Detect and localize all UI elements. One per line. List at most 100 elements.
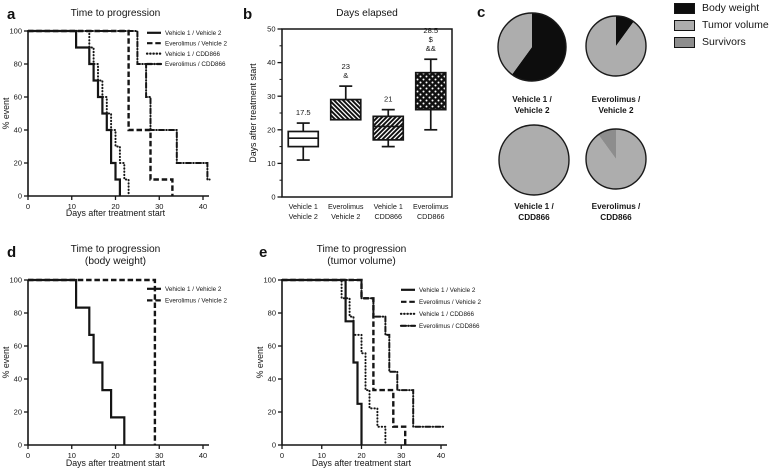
svg-text:60: 60 [14,342,22,351]
svg-text:100: 100 [9,276,22,285]
svg-text:100: 100 [263,276,276,285]
category-label: CDD866 [374,212,402,221]
pie-label: Everolimus / [592,202,641,211]
pie-label: Everolimus / [592,95,641,104]
svg-text:40: 40 [267,58,275,67]
svg-text:30: 30 [267,92,275,101]
svg-text:100: 100 [9,27,22,36]
svg-text:30: 30 [397,451,405,460]
svg-text:10: 10 [68,451,76,460]
chart-title: Time to progression [317,244,407,255]
svg-text:0: 0 [18,441,22,450]
box-annotation: 17.5 [296,108,311,117]
svg-text:80: 80 [14,309,22,318]
legend-label: Vehicle 1 / CDD866 [419,311,474,318]
y-axis-label: % event [1,346,11,378]
svg-text:0: 0 [26,451,30,460]
legend-label: Everolimus / CDD866 [419,323,480,330]
pie-slice [585,16,646,76]
chart-title: Time to progression [71,244,161,255]
svg-text:30: 30 [155,451,163,460]
pie-slice [499,125,569,195]
svg-text:40: 40 [14,375,22,384]
pie-label: Vehicle 2 [514,106,549,115]
svg-text:20: 20 [357,451,365,460]
y-axis-label: % event [255,346,265,378]
pie-slice [616,16,634,46]
svg-text:60: 60 [14,93,22,102]
km-series [282,278,407,445]
pie-charts-group: Vehicle 1 / Vehicle 2 Everolimus / Vehicle … [497,12,647,222]
km-series [27,30,211,181]
svg-text:80: 80 [14,60,22,69]
box [372,115,405,141]
legend-label: Vehicle 1 / CDD866 [165,51,220,58]
category-label: Vehicle 2 [289,212,318,221]
panel-label-d: d [7,244,17,261]
chart-title: Days elapsed [336,8,398,19]
km-chart-time-to-progression: Time to progression 0 10 20 30 40 0 20 40 60 80 100… [1,8,227,218]
svg-text:0: 0 [280,451,284,460]
box-annotation: $ [429,35,434,44]
svg-text:80: 80 [268,309,276,318]
y-axis-label: Days after treatment start [248,63,258,163]
svg-text:40: 40 [268,375,276,384]
legend-swatch-icon [674,36,695,48]
chart-title: (body weight) [85,256,146,267]
category-label: Vehicle 2 [331,212,360,221]
km-series [28,278,157,445]
box-annotation: 21 [384,95,392,104]
svg-text:0: 0 [272,441,276,450]
legend-label: Vehicle 1 / Vehicle 2 [165,286,222,293]
boxplot-days-elapsed: Days elapsed 0 10 20 30 40 50 Days after treatm… [248,8,453,221]
legend-swatch-icon [674,19,695,31]
category-label: Everolimus [413,202,449,211]
category-label: CDD866 [417,212,445,221]
box [414,71,447,111]
legend-label: Everolimus / Vehicle 2 [165,298,227,305]
box-annotation: && [426,44,436,53]
box [329,98,362,121]
chart-title: (tumor volume) [327,256,396,267]
category-label: Everolimus [328,202,364,211]
pie-legend: Body weight Tumor volume Survivors [674,2,769,48]
svg-text:0: 0 [26,202,30,211]
svg-text:10: 10 [68,202,76,211]
km-series [28,278,126,445]
panel-label-e: e [259,244,268,261]
pie-legend-item: Body weight [674,2,769,14]
pie-legend-item: Survivors [674,36,769,48]
legend-label: Vehicle 1 / Vehicle 2 [165,30,222,37]
box-annotation: 23 [342,62,350,71]
svg-text:40: 40 [199,451,207,460]
pie-legend-item: Tumor volume [674,19,769,31]
pie-slice [512,13,566,81]
pie-label: Vehicle 2 [598,106,633,115]
km-chart-body-weight: Time to progression(body weight) 0 10 20 30 4… [1,244,227,468]
svg-text:10: 10 [318,451,326,460]
svg-text:20: 20 [14,408,22,417]
svg-text:50: 50 [267,25,275,34]
panel-label-b: b [243,6,253,23]
km-series [281,279,387,446]
svg-text:20: 20 [111,451,119,460]
y-axis-label: % event [1,97,11,129]
svg-text:40: 40 [14,126,22,135]
pie-label: Vehicle 1 / [512,95,552,104]
category-label: Vehicle 1 [289,202,318,211]
pie-slice [586,129,647,189]
panel-label-c: c [477,4,486,21]
pie-slice [498,13,532,75]
legend-label: Tumor volume [702,18,769,31]
svg-text:60: 60 [268,342,276,351]
category-label: Vehicle 1 [374,202,403,211]
svg-text:0: 0 [18,192,22,201]
svg-text:30: 30 [155,202,163,211]
pie-label: CDD866 [600,213,632,222]
pie-label: CDD866 [518,213,550,222]
chart-title: Time to progression [71,8,161,19]
legend-label: Survivors [702,35,746,48]
x-axis-label: Days after treatment start [312,458,412,468]
km-series [282,278,363,445]
